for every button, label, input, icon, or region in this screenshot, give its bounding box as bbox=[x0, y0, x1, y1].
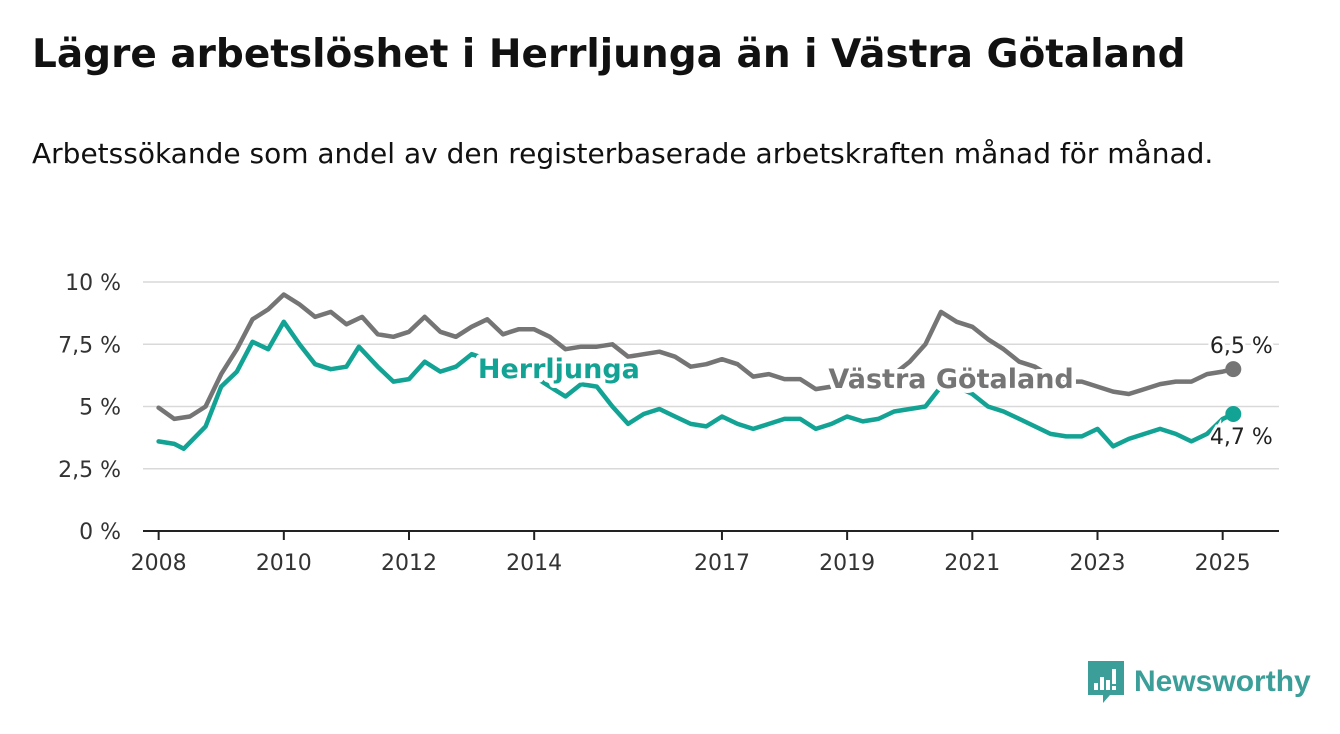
series-end-label-0: 6,5 % bbox=[1210, 334, 1273, 359]
x-tick-label: 2023 bbox=[1069, 551, 1125, 576]
x-tick-label: 2021 bbox=[944, 551, 1000, 576]
y-tick-label: 0 % bbox=[79, 520, 121, 545]
y-tick-label: 10 % bbox=[65, 271, 121, 296]
series-line-0 bbox=[156, 292, 1236, 422]
x-axis: 2008 2010 2012 2014 2017 2019 2021 2023 2025 bbox=[131, 530, 1279, 576]
x-tick-label: 2017 bbox=[694, 551, 750, 576]
x-tick-label: 2019 bbox=[819, 551, 875, 576]
x-tick-label: 2008 bbox=[131, 551, 187, 576]
series-name-label-1: Västra Götaland bbox=[828, 364, 1073, 395]
line-chart: 0 % 2,5 % 5 % 7,5 % 10 % 2008 2010 2012 2014 201… bbox=[58, 271, 1279, 576]
series-end-label-1: 4,7 % bbox=[1210, 425, 1273, 450]
y-tick-label: 5 % bbox=[79, 396, 121, 421]
newsworthy-logo-text: Newsworthy bbox=[1134, 665, 1311, 698]
y-axis: 0 % 2,5 % 5 % 7,5 % 10 % bbox=[58, 271, 121, 545]
newsworthy-logo[interactable]: Newsworthy bbox=[1088, 660, 1311, 704]
grid-lines bbox=[143, 281, 1279, 470]
series-end-point-1 bbox=[1225, 405, 1242, 422]
x-tick-label: 2014 bbox=[506, 551, 562, 576]
chart-title: Lägre arbetslöshet i Herrljunga än i Väs… bbox=[32, 32, 1186, 77]
chart-subtitle: Arbetssökande som andel av den registerb… bbox=[32, 137, 1214, 170]
x-tick-label: 2012 bbox=[381, 551, 437, 576]
x-tick-label: 2025 bbox=[1195, 551, 1251, 576]
series-end-point-0 bbox=[1225, 361, 1242, 378]
series-name-label-0: Herrljunga bbox=[478, 354, 640, 385]
series-line-1 bbox=[156, 319, 1236, 452]
series-labels: 6,5 % 4,7 % Herrljunga Västra Götaland bbox=[473, 331, 1275, 453]
newsworthy-logo-icon bbox=[1088, 661, 1124, 703]
x-tick-label: 2010 bbox=[256, 551, 312, 576]
y-tick-label: 2,5 % bbox=[58, 458, 121, 483]
y-tick-label: 7,5 % bbox=[58, 333, 121, 358]
series-lines bbox=[156, 292, 1242, 452]
